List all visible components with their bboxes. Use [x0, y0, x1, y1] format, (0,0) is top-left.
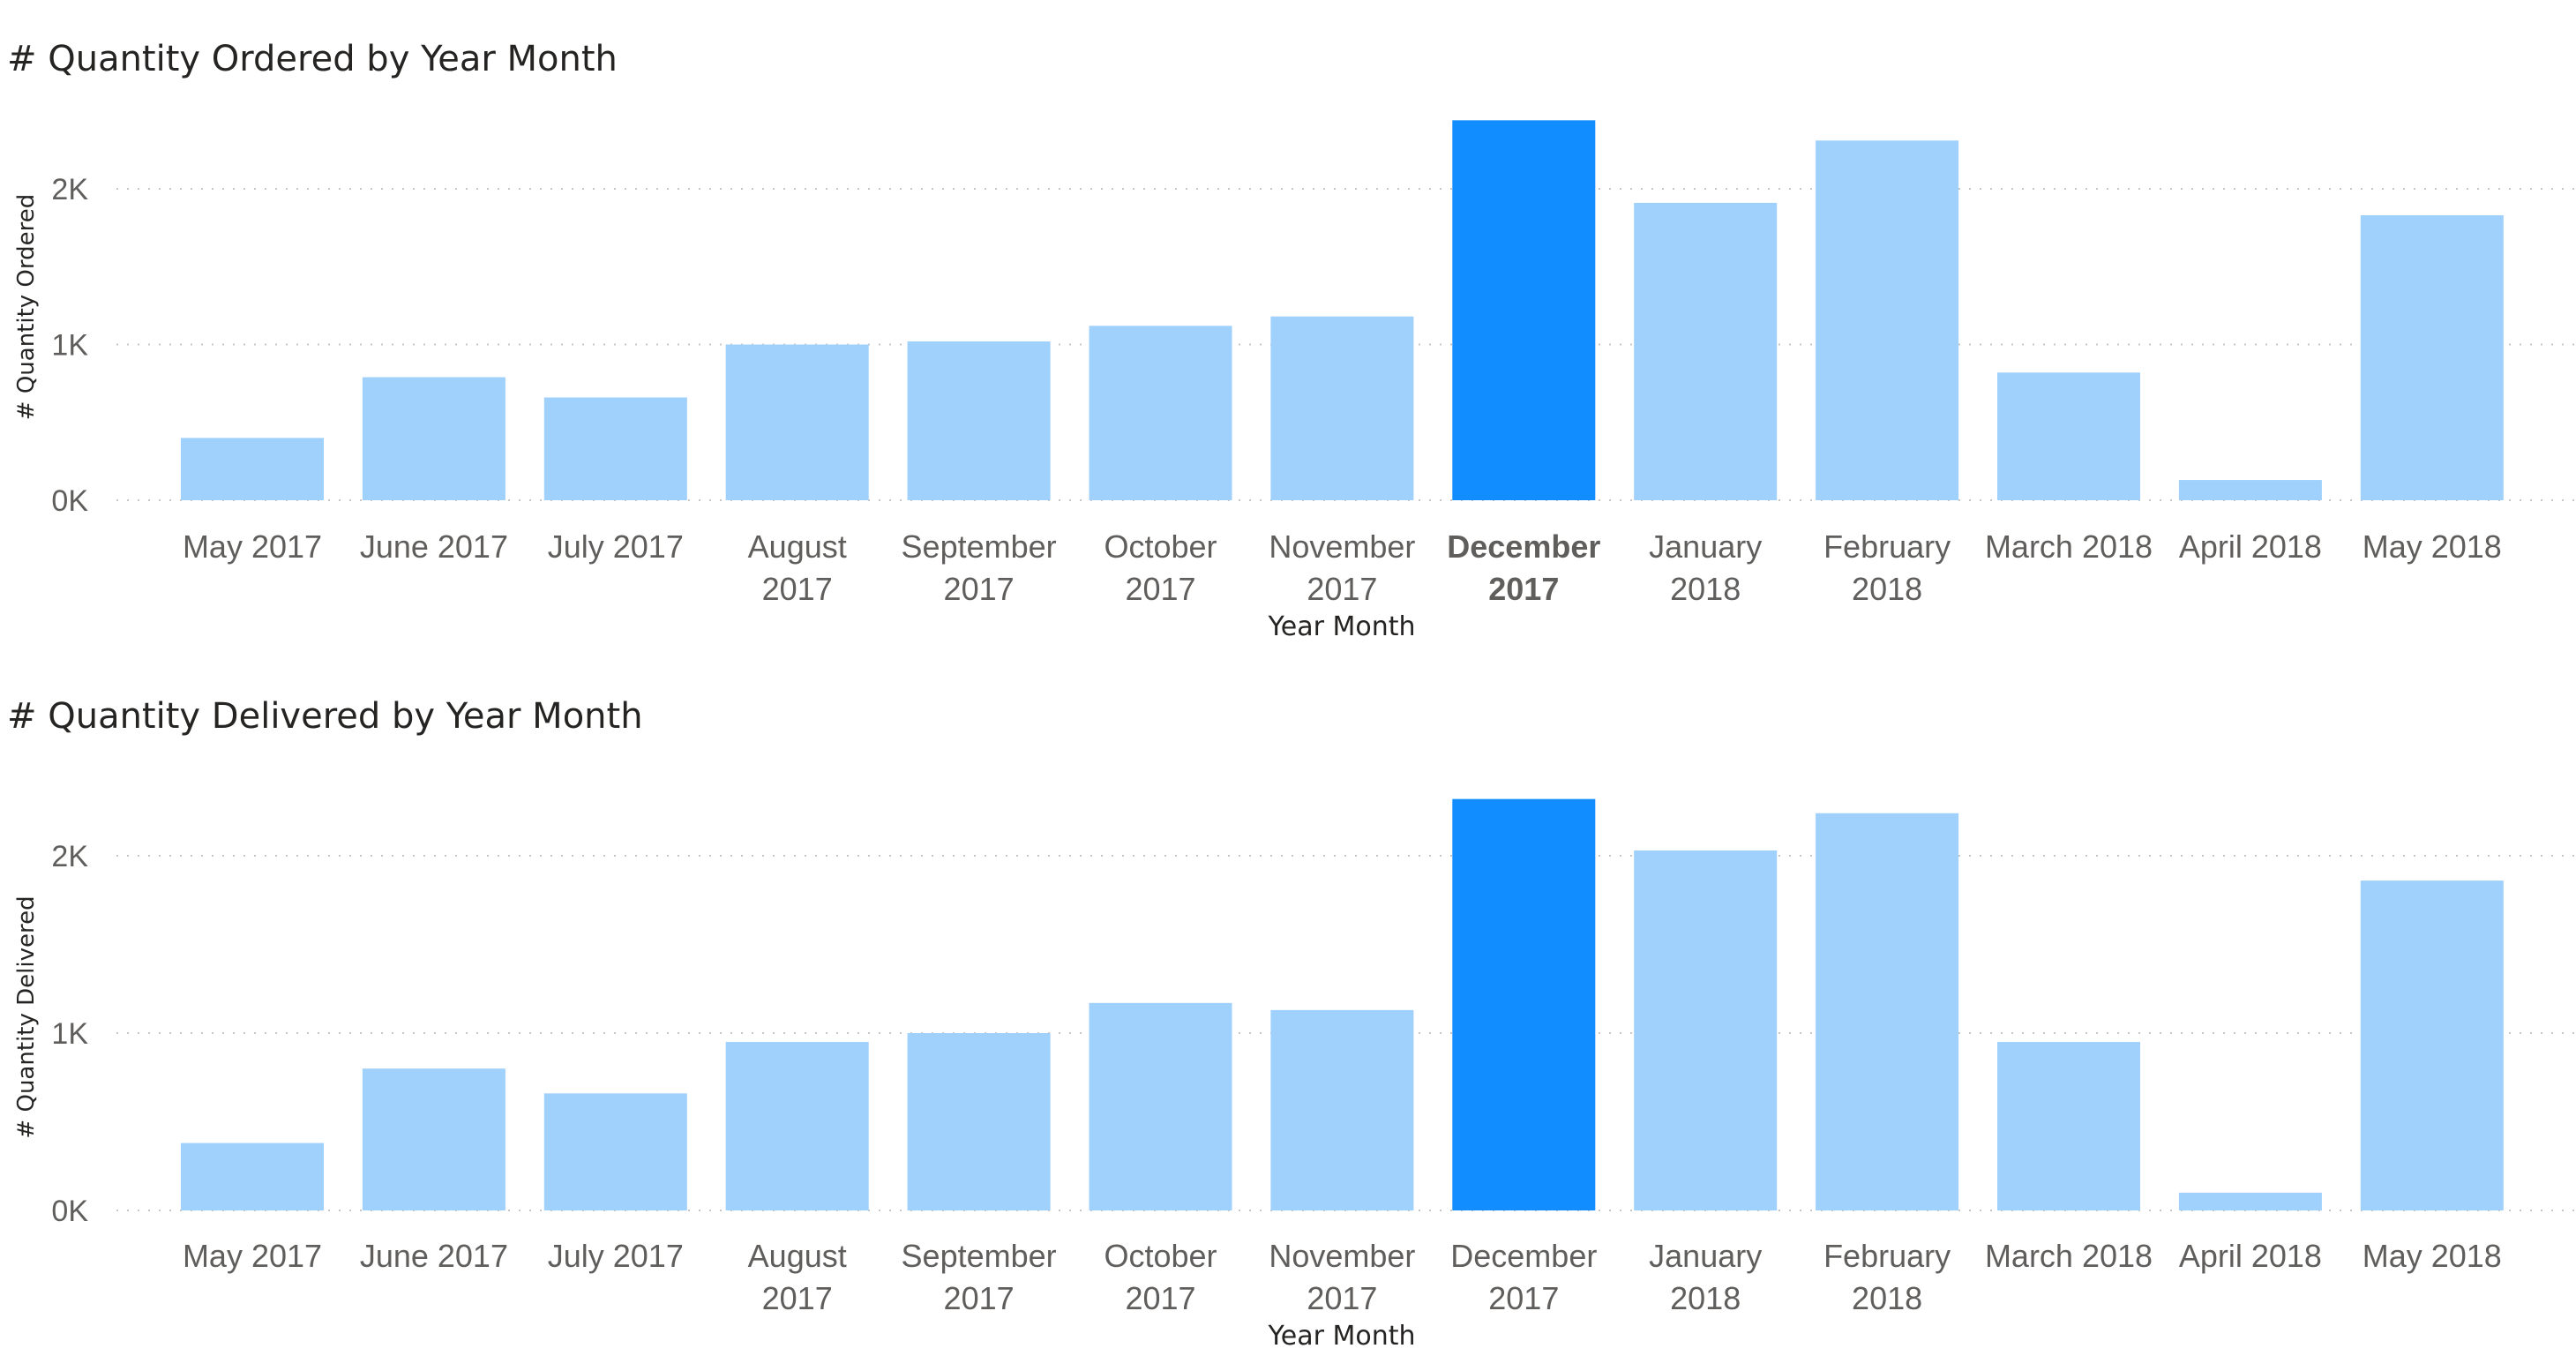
chart-quantity-delivered: # Quantity Delivered by Year Month # Qua…: [7, 696, 2576, 1352]
x-tick-label: July 2017: [548, 528, 684, 565]
x-tick-label: April 2018: [2179, 1238, 2322, 1274]
bar[interactable]: [1270, 316, 1414, 500]
bar[interactable]: [2178, 1192, 2322, 1210]
x-tick-label: January 2018: [1649, 528, 1762, 607]
x-axis-title: Year Month: [1267, 611, 1415, 642]
x-axis-ticks: May 2017 June 2017 July 2017 August 2017 Sept…: [183, 528, 2502, 607]
bar[interactable]: [1089, 326, 1232, 500]
y-axis-title: # Quantity Delivered: [13, 895, 40, 1138]
x-tick-label: June 2017: [360, 1238, 508, 1274]
chart-title: # Quantity Delivered by Year Month: [7, 696, 643, 737]
bar[interactable]: [725, 1042, 869, 1210]
x-tick-label: November 2017: [1269, 1238, 1415, 1316]
bar[interactable]: [907, 341, 1051, 500]
y-tick-label: 2K: [51, 840, 88, 873]
bar[interactable]: [181, 1142, 324, 1210]
bar[interactable]: [1816, 813, 1959, 1210]
chart-quantity-ordered: # Quantity Ordered by Year Month # Quant…: [7, 39, 2576, 642]
bars: [181, 120, 2504, 500]
x-tick-label: March 2018: [1985, 1238, 2153, 1274]
x-tick-label: April 2018: [2179, 528, 2322, 565]
bar[interactable]: [1634, 202, 1778, 500]
x-tick-label: May 2017: [183, 528, 322, 565]
x-tick-label: December 2017: [1447, 528, 1600, 607]
bar[interactable]: [1816, 140, 1959, 500]
y-tick-label: 1K: [51, 1017, 88, 1051]
x-tick-label: June 2017: [360, 528, 508, 565]
x-tick-label: November 2017: [1269, 528, 1415, 607]
x-tick-label: December 2017: [1450, 1238, 1597, 1316]
x-tick-label: May 2018: [2363, 1238, 2502, 1274]
bar[interactable]: [2360, 880, 2504, 1210]
chart-title: # Quantity Ordered by Year Month: [7, 39, 618, 79]
bar[interactable]: [543, 1093, 687, 1210]
x-tick-label: October 2017: [1104, 528, 1217, 607]
x-tick-label: July 2017: [548, 1238, 684, 1274]
bar[interactable]: [181, 438, 324, 500]
x-tick-label: August 2017: [748, 1238, 847, 1316]
bar[interactable]: [543, 397, 687, 500]
x-tick-label: May 2018: [2363, 528, 2502, 565]
bar[interactable]: [2360, 215, 2504, 500]
bar[interactable]: [362, 1068, 505, 1210]
bar[interactable]: [1270, 1009, 1414, 1210]
y-axis-ticks: 0K 1K 2K: [51, 840, 88, 1228]
x-tick-label: September 2017: [902, 1238, 1057, 1316]
x-tick-label: October 2017: [1104, 1238, 1217, 1316]
bar[interactable]: [2178, 480, 2322, 500]
x-tick-label: September 2017: [902, 528, 1057, 607]
bar[interactable]: [1452, 120, 1596, 500]
y-axis-title: # Quantity Ordered: [13, 194, 40, 420]
bar[interactable]: [907, 1033, 1051, 1210]
bar[interactable]: [1452, 798, 1596, 1210]
bar[interactable]: [725, 344, 869, 501]
y-tick-label: 0K: [51, 484, 88, 518]
x-tick-label: February 2018: [1823, 528, 1951, 607]
x-axis-ticks: May 2017 June 2017 July 2017 August 2017 Sept…: [183, 1238, 2502, 1316]
bar[interactable]: [362, 377, 505, 500]
x-tick-label: August 2017: [748, 528, 847, 607]
bars: [181, 798, 2504, 1210]
x-tick-label: January 2018: [1649, 1238, 1762, 1316]
y-tick-label: 0K: [51, 1195, 88, 1228]
x-tick-label: March 2018: [1985, 528, 2153, 565]
y-axis-ticks: 0K 1K 2K: [51, 173, 88, 518]
bar[interactable]: [1997, 372, 2140, 500]
bar[interactable]: [1634, 850, 1778, 1210]
x-tick-label: May 2017: [183, 1238, 322, 1274]
y-tick-label: 1K: [51, 329, 88, 363]
bar[interactable]: [1089, 1002, 1232, 1210]
x-tick-label: February 2018: [1823, 1238, 1951, 1316]
y-tick-label: 2K: [51, 173, 88, 206]
bar[interactable]: [1997, 1042, 2140, 1210]
x-axis-title: Year Month: [1267, 1321, 1415, 1352]
